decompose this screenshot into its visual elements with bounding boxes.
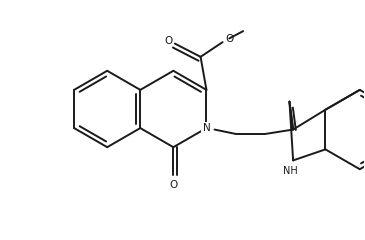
Text: O: O <box>164 36 172 46</box>
Text: O: O <box>169 180 177 190</box>
Text: O: O <box>226 34 234 44</box>
Text: NH: NH <box>283 166 297 176</box>
Text: N: N <box>203 123 210 133</box>
